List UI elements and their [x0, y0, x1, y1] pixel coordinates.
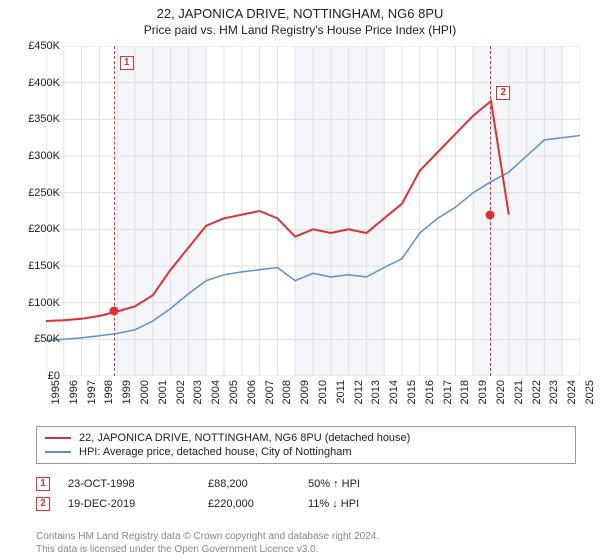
- x-tick-label: 2000: [139, 380, 151, 404]
- x-tick-label: 2004: [210, 380, 222, 404]
- x-tick-label: 2002: [175, 380, 187, 404]
- transaction-row: 1 23-OCT-1998£88,20050% ↑ HPI: [36, 474, 576, 494]
- x-tick-label: 2014: [388, 380, 400, 404]
- legend-box: 22, JAPONICA DRIVE, NOTTINGHAM, NG6 8PU …: [36, 426, 576, 464]
- x-tick-label: 2009: [299, 380, 311, 404]
- footer-line-1: Contains HM Land Registry data © Crown c…: [36, 530, 379, 543]
- transaction-diff: 11% ↓ HPI: [308, 498, 448, 510]
- marker-number-box: 2: [36, 497, 50, 511]
- footer: Contains HM Land Registry data © Crown c…: [36, 530, 379, 556]
- marker-dot: [109, 307, 118, 316]
- x-tick-label: 2003: [192, 380, 204, 404]
- x-tick-label: 2018: [459, 380, 471, 404]
- y-tick-label: £200K: [28, 223, 60, 235]
- chart-subtitle: Price paid vs. HM Land Registry's House …: [0, 23, 600, 37]
- x-tick-label: 2010: [317, 380, 329, 404]
- x-tick-label: 2013: [370, 380, 382, 404]
- marker-dot: [486, 210, 495, 219]
- transaction-price: £220,000: [208, 498, 308, 510]
- transaction-row: 2 19-DEC-2019£220,00011% ↓ HPI: [36, 494, 576, 514]
- x-tick-label: 1995: [50, 380, 62, 404]
- marker-number-box: 1: [120, 56, 134, 70]
- legend-row-hpi: HPI: Average price, detached house, City…: [45, 445, 567, 459]
- transaction-rows: 1 23-OCT-1998£88,20050% ↑ HPI 2 19-DEC-2019…: [36, 474, 576, 514]
- x-tick-label: 2011: [335, 380, 347, 404]
- marker-number-box: 2: [496, 86, 510, 100]
- x-tick-label: 2023: [548, 380, 560, 404]
- x-tick-label: 2024: [566, 380, 578, 404]
- transaction-price: £88,200: [208, 478, 308, 490]
- y-tick-label: £50K: [34, 333, 60, 345]
- x-tick-label: 1998: [103, 380, 115, 404]
- y-tick-label: £150K: [28, 260, 60, 272]
- transaction-diff: 50% ↑ HPI: [308, 478, 448, 490]
- transaction-date: 23-OCT-1998: [68, 478, 208, 490]
- y-tick-label: £100K: [28, 297, 60, 309]
- y-tick-label: £400K: [28, 77, 60, 89]
- transaction-date: 19-DEC-2019: [68, 498, 208, 510]
- x-tick-label: 2019: [477, 380, 489, 404]
- chart-container: 22, JAPONICA DRIVE, NOTTINGHAM, NG6 8PU …: [0, 0, 600, 560]
- x-tick-label: 1999: [121, 380, 133, 404]
- x-tick-label: 2021: [513, 380, 525, 404]
- x-tick-label: 2001: [157, 380, 169, 404]
- y-tick-label: £300K: [28, 150, 60, 162]
- legend-label-property: 22, JAPONICA DRIVE, NOTTINGHAM, NG6 8PU …: [79, 432, 410, 444]
- marker-line: [114, 46, 115, 376]
- x-tick-label: 2007: [264, 380, 276, 404]
- y-tick-label: £450K: [28, 40, 60, 52]
- title-block: 22, JAPONICA DRIVE, NOTTINGHAM, NG6 8PU …: [0, 0, 600, 39]
- x-tick-label: 2005: [228, 380, 240, 404]
- legend-swatch-property: [45, 437, 71, 440]
- x-tick-label: 2006: [246, 380, 258, 404]
- legend-label-hpi: HPI: Average price, detached house, City…: [79, 446, 352, 458]
- chart-title: 22, JAPONICA DRIVE, NOTTINGHAM, NG6 8PU: [0, 6, 600, 21]
- legend: 22, JAPONICA DRIVE, NOTTINGHAM, NG6 8PU …: [36, 426, 576, 514]
- y-tick-label: £250K: [28, 187, 60, 199]
- x-tick-label: 2015: [406, 380, 418, 404]
- x-tick-label: 2008: [281, 380, 293, 404]
- marker-number-box: 1: [36, 477, 50, 491]
- x-tick-label: 1997: [86, 380, 98, 404]
- x-tick-label: 2012: [353, 380, 365, 404]
- legend-row-property: 22, JAPONICA DRIVE, NOTTINGHAM, NG6 8PU …: [45, 431, 567, 445]
- legend-swatch-hpi: [45, 451, 71, 454]
- x-tick-label: 2022: [531, 380, 543, 404]
- x-tick-label: 2017: [442, 380, 454, 404]
- x-tick-label: 1996: [68, 380, 80, 404]
- y-tick-label: £350K: [28, 113, 60, 125]
- x-tick-label: 2025: [584, 380, 596, 404]
- x-tick-label: 2016: [424, 380, 436, 404]
- x-tick-label: 2020: [495, 380, 507, 404]
- footer-line-2: This data is licensed under the Open Gov…: [36, 543, 379, 556]
